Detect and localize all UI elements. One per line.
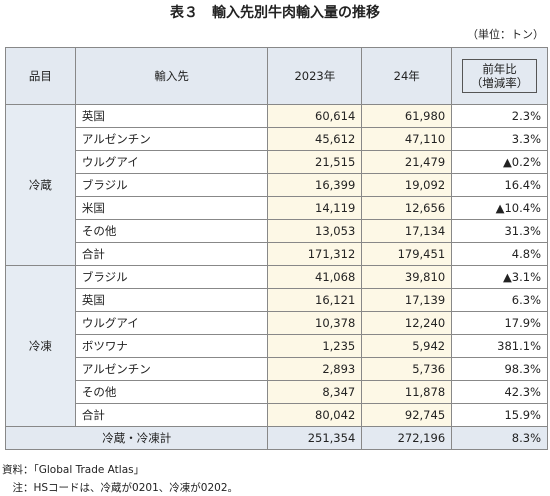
cell: 英国 bbox=[74, 104, 269, 128]
cell: 16.4% bbox=[451, 173, 548, 197]
cell: 45,612 bbox=[267, 127, 363, 151]
cell: ▲0.2% bbox=[451, 150, 548, 174]
cell: ▲3.1% bbox=[451, 265, 548, 289]
cell: 16,121 bbox=[267, 288, 363, 312]
cell: 15.9% bbox=[451, 403, 548, 427]
total-cell: 251,354 bbox=[267, 426, 363, 450]
row: ウルグアイ 10,378 12,240 17.9% bbox=[6, 311, 548, 335]
row: その他 8,347 11,878 42.3% bbox=[6, 380, 548, 404]
header-cell: 24年 bbox=[361, 47, 453, 105]
row: 合計 171,312 179,451 4.8% bbox=[6, 242, 548, 266]
group-cell: 冷蔵 bbox=[5, 104, 76, 266]
cell: 2,893 bbox=[267, 357, 363, 381]
cell: 13,053 bbox=[267, 219, 363, 243]
note: 注：HSコードは、冷蔵が0201、冷凍が0202。 bbox=[2, 482, 239, 494]
cell: 12,656 bbox=[361, 196, 453, 220]
cell: ▲10.4% bbox=[451, 196, 548, 220]
cell: アルゼンチン bbox=[74, 127, 269, 151]
cell: 171,312 bbox=[267, 242, 363, 266]
row: ブラジル 16,399 19,092 16.4% bbox=[6, 173, 548, 197]
cell: 60,614 bbox=[267, 104, 363, 128]
cell: ブラジル bbox=[74, 265, 269, 289]
cell: 英国 bbox=[74, 288, 269, 312]
cell: ウルグアイ bbox=[74, 150, 269, 174]
cell: 1,235 bbox=[267, 334, 363, 358]
note: 資料：「Global Trade Atlas」 bbox=[2, 464, 145, 476]
cell: 179,451 bbox=[361, 242, 453, 266]
cell: 16,399 bbox=[267, 173, 363, 197]
cell: 17,134 bbox=[361, 219, 453, 243]
cell: 31.3% bbox=[451, 219, 548, 243]
total-cell: 冷蔵・冷凍計 bbox=[4, 426, 269, 450]
cell: 11,878 bbox=[361, 380, 453, 404]
row: ボツワナ 1,235 5,942 381.1% bbox=[6, 334, 548, 358]
cell: ブラジル bbox=[74, 173, 269, 197]
cell: その他 bbox=[74, 380, 269, 404]
row: 英国 16,121 17,139 6.3% bbox=[6, 288, 548, 312]
cell: 381.1% bbox=[451, 334, 548, 358]
total-cell: 272,196 bbox=[361, 426, 453, 450]
cell: 39,810 bbox=[361, 265, 453, 289]
cell: その他 bbox=[74, 219, 269, 243]
cell: 14,119 bbox=[267, 196, 363, 220]
cell: アルゼンチン bbox=[74, 357, 269, 381]
cell: 47,110 bbox=[361, 127, 453, 151]
cell: 5,736 bbox=[361, 357, 453, 381]
row: 合計 80,042 92,745 15.9% bbox=[6, 403, 548, 427]
cell: 12,240 bbox=[361, 311, 453, 335]
cell: 98.3% bbox=[451, 357, 548, 381]
cell: 10,378 bbox=[267, 311, 363, 335]
header-cell: 輸入先 bbox=[74, 47, 269, 105]
row: その他 13,053 17,134 31.3% bbox=[6, 219, 548, 243]
cell: 2.3% bbox=[451, 104, 548, 128]
cell: 8,347 bbox=[267, 380, 363, 404]
header-row: 品目 輸入先 2023年 24年 前年比 （増減率） bbox=[5, 47, 548, 105]
cell: 80,042 bbox=[267, 403, 363, 427]
header-text: 前年比 （増減率） bbox=[461, 59, 538, 93]
cell: 4.8% bbox=[451, 242, 548, 266]
cell: 19,092 bbox=[361, 173, 453, 197]
cell: 米国 bbox=[74, 196, 269, 220]
cell: 21,479 bbox=[361, 150, 453, 174]
cell: 17.9% bbox=[451, 311, 548, 335]
title: 表３ 輸入先別牛肉輸入量の推移 bbox=[170, 5, 380, 21]
row: アルゼンチン 2,893 5,736 98.3% bbox=[6, 357, 548, 381]
group-cell: 冷凍 bbox=[5, 265, 76, 427]
total-row: 冷蔵・冷凍計 251,354 272,196 8.3% bbox=[4, 426, 548, 450]
row: 米国 14,119 12,656 ▲10.4% bbox=[6, 196, 548, 220]
cell: 92,745 bbox=[361, 403, 453, 427]
cell: 61,980 bbox=[361, 104, 453, 128]
row: ウルグアイ 21,515 21,479 ▲0.2% bbox=[6, 150, 548, 174]
cell: 21,515 bbox=[267, 150, 363, 174]
row: アルゼンチン 45,612 47,110 3.3% bbox=[6, 127, 548, 151]
cell: 6.3% bbox=[451, 288, 548, 312]
header-cell: 2023年 bbox=[267, 47, 363, 105]
header-cell: 前年比 （増減率） bbox=[451, 47, 548, 105]
table: 品目 輸入先 2023年 24年 前年比 （増減率） 冷蔵 英国 60,614 61,980 2.… bbox=[4, 47, 548, 450]
cell: 合計 bbox=[74, 242, 269, 266]
cell: 3.3% bbox=[451, 127, 548, 151]
cell: 42.3% bbox=[451, 380, 548, 404]
cell: 41,068 bbox=[267, 265, 363, 289]
header-cell: 品目 bbox=[5, 47, 76, 105]
row: 冷凍 ブラジル 41,068 39,810 ▲3.1% bbox=[5, 265, 548, 427]
row: 冷蔵 英国 60,614 61,980 2.3% bbox=[5, 104, 548, 266]
unit: （単位：トン） bbox=[467, 28, 544, 41]
total-cell: 8.3% bbox=[451, 426, 548, 450]
cell: 17,139 bbox=[361, 288, 453, 312]
cell: 合計 bbox=[74, 403, 269, 427]
cell: 5,942 bbox=[361, 334, 453, 358]
cell: ボツワナ bbox=[74, 334, 269, 358]
cell: ウルグアイ bbox=[74, 311, 269, 335]
